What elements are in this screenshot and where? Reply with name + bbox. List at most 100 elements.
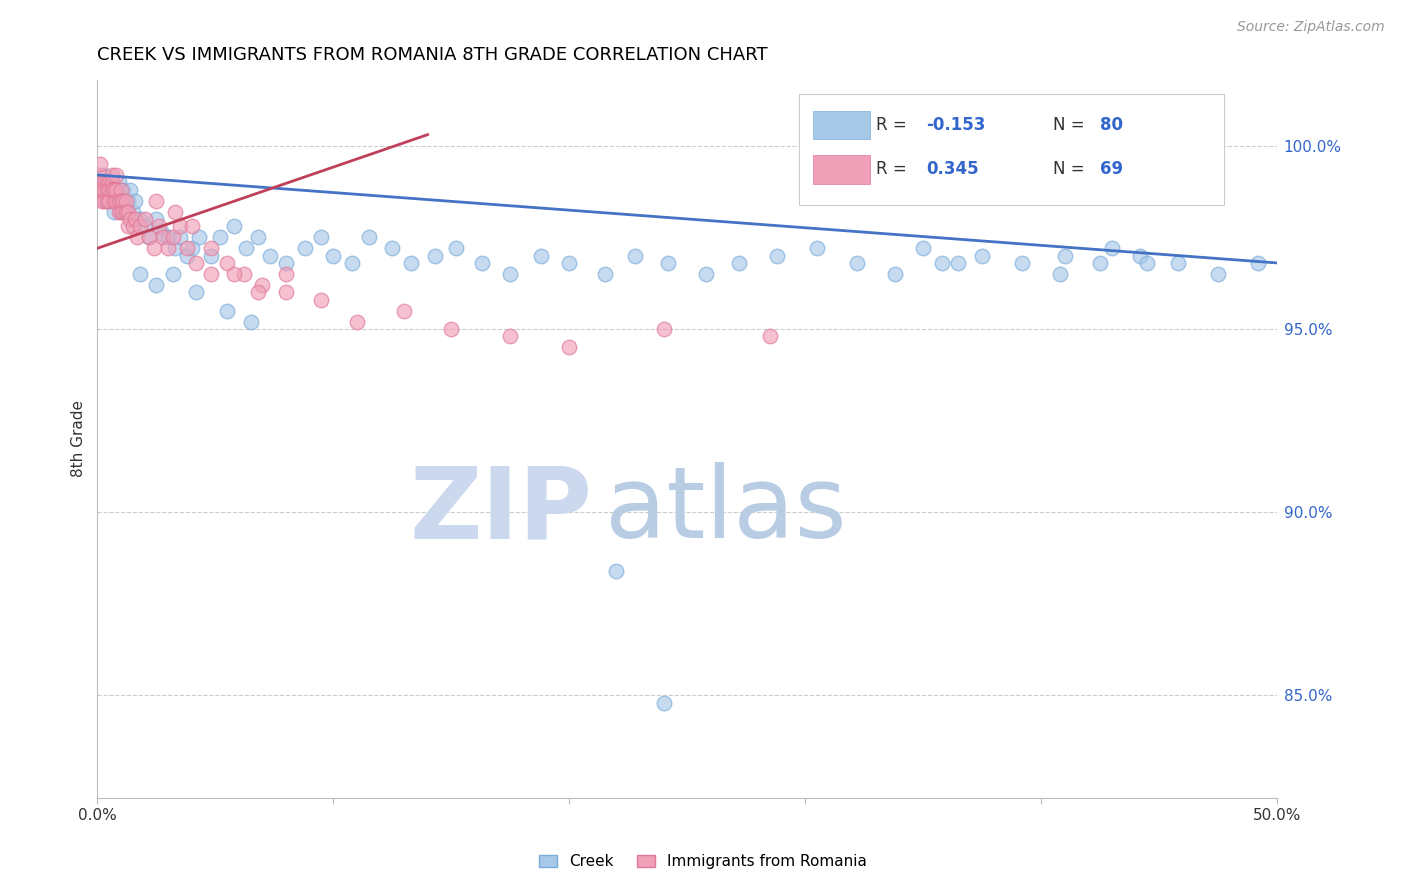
Point (558, 256, 581, 270)
Point (259, 249, 281, 263)
Point (107, 204, 129, 219)
Point (120, 211, 142, 226)
Point (1206, 267, 1229, 281)
Legend: Creek, Immigrants from Romania: Creek, Immigrants from Romania (533, 848, 873, 875)
Point (143, 241, 166, 255)
Text: atlas: atlas (605, 462, 846, 559)
Point (103, 194, 125, 208)
Point (100, 183, 122, 197)
Point (208, 230, 231, 244)
Point (239, 315, 262, 329)
Point (112, 194, 135, 208)
Point (252, 277, 274, 292)
Point (845, 256, 868, 270)
Point (444, 241, 467, 255)
Point (911, 241, 934, 255)
Point (224, 219, 246, 234)
Point (105, 183, 128, 197)
Point (107, 175, 129, 189)
Y-axis label: 8th Grade: 8th Grade (72, 401, 86, 477)
Point (593, 267, 616, 281)
Point (235, 241, 257, 255)
Point (96, 183, 118, 197)
Text: ZIP: ZIP (411, 462, 593, 559)
Point (806, 241, 828, 255)
Point (423, 249, 446, 263)
Point (128, 211, 150, 226)
Point (558, 340, 581, 354)
Point (100, 168, 122, 182)
Point (162, 230, 184, 244)
Point (1129, 249, 1152, 263)
Text: CREEK VS IMMIGRANTS FROM ROMANIA 8TH GRADE CORRELATION CHART: CREEK VS IMMIGRANTS FROM ROMANIA 8TH GRA… (97, 46, 768, 64)
Point (1011, 256, 1033, 270)
Point (274, 267, 297, 281)
Point (117, 204, 139, 219)
Text: 80: 80 (1099, 116, 1123, 134)
Point (322, 249, 344, 263)
Point (624, 249, 647, 263)
Point (883, 267, 905, 281)
Point (112, 183, 135, 197)
Point (180, 241, 202, 255)
Point (96, 194, 118, 208)
Point (274, 285, 297, 300)
Point (89, 183, 111, 197)
Point (107, 194, 129, 208)
Point (1136, 256, 1159, 270)
Point (169, 230, 191, 244)
Point (96, 194, 118, 208)
Point (399, 256, 422, 270)
Point (103, 183, 125, 197)
Point (91, 183, 114, 197)
Point (98, 194, 121, 208)
Point (728, 256, 751, 270)
Point (103, 194, 125, 208)
Point (200, 241, 222, 255)
Point (357, 230, 380, 244)
FancyBboxPatch shape (813, 155, 870, 184)
Point (117, 194, 139, 208)
Point (98, 175, 121, 189)
Point (128, 267, 150, 281)
Point (93, 194, 115, 208)
Point (100, 175, 122, 189)
Point (145, 277, 167, 292)
Point (758, 329, 780, 343)
Point (217, 256, 239, 270)
Point (148, 219, 170, 234)
Point (93, 183, 115, 197)
Point (124, 211, 146, 226)
Point (134, 211, 156, 226)
Text: R =: R = (876, 116, 912, 134)
Point (91, 194, 114, 208)
Point (970, 249, 993, 263)
Point (311, 230, 333, 244)
Point (117, 219, 139, 234)
Point (89, 183, 111, 197)
Point (176, 249, 198, 263)
Point (392, 303, 415, 318)
Point (121, 219, 143, 234)
Text: 69: 69 (1099, 161, 1123, 178)
Point (530, 249, 553, 263)
Point (246, 285, 269, 300)
Point (98, 175, 121, 189)
Point (311, 293, 333, 307)
Point (121, 204, 143, 219)
FancyBboxPatch shape (799, 94, 1223, 205)
Point (605, 564, 627, 578)
Point (695, 267, 717, 281)
Point (114, 204, 136, 219)
Point (169, 219, 191, 234)
Point (157, 230, 180, 244)
Point (93, 175, 115, 189)
Point (652, 696, 675, 710)
Point (165, 241, 187, 255)
Point (1049, 267, 1071, 281)
Point (114, 194, 136, 208)
Point (103, 204, 125, 219)
Point (200, 249, 222, 263)
Point (105, 194, 128, 208)
Point (440, 322, 463, 336)
